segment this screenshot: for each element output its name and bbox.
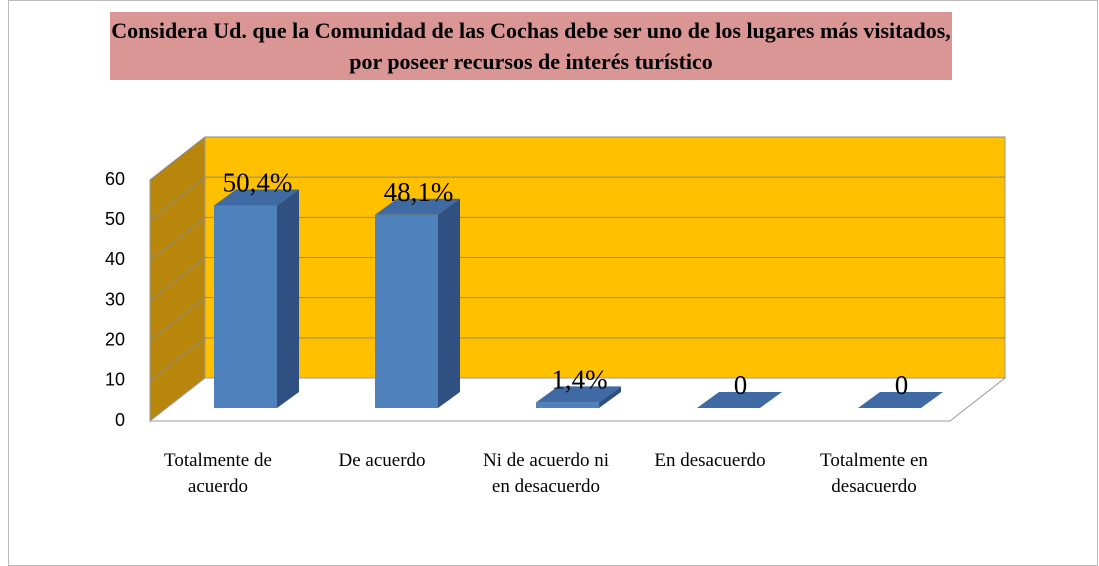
y-tick-label: 60 (105, 169, 125, 189)
x-tick-label: Totalmente de acuerdo (164, 450, 272, 497)
value-label: 1,4% (551, 364, 607, 394)
bar-top (858, 392, 943, 408)
bar (858, 392, 943, 408)
value-label: 0 (734, 370, 748, 400)
grid-line (149, 136, 206, 181)
bar-front (375, 214, 438, 408)
x-tick-label: Ni de acuerdo ni en desacuerdo (482, 450, 610, 497)
bar-top (536, 386, 621, 403)
grid-line (149, 297, 206, 342)
grid-line (149, 257, 206, 301)
bar-top (697, 392, 782, 408)
chart-title: Considera Ud. que la Comunidad de las Co… (110, 12, 952, 80)
value-label: 0 (895, 370, 909, 400)
bar-side (277, 189, 299, 408)
y-tick-label: 0 (115, 410, 125, 430)
x-tick-label: De acuerdo (338, 450, 426, 471)
bar (697, 392, 782, 408)
x-tick-label: Totalmente en desacuerdo (820, 450, 928, 497)
bar-front (536, 402, 599, 408)
y-tick-label: 10 (105, 370, 125, 390)
bar-side (438, 198, 460, 408)
y-tick-label: 50 (105, 209, 125, 229)
y-tick-label: 30 (105, 289, 125, 309)
grid-line (149, 176, 206, 221)
bar (214, 189, 299, 408)
bar-front (214, 205, 277, 408)
x-tick-label: En desacuerdo (654, 450, 766, 471)
value-label: 50,4% (223, 168, 293, 198)
bar (375, 198, 460, 408)
bar-side (599, 386, 621, 408)
bar-top (214, 189, 299, 206)
grid-line (149, 337, 206, 382)
grid-line (149, 216, 206, 261)
y-tick-label: 20 (105, 329, 125, 349)
bar-top (375, 198, 460, 215)
bar (536, 386, 621, 408)
value-label: 48,1% (384, 177, 454, 207)
y-tick-label: 40 (105, 249, 125, 269)
